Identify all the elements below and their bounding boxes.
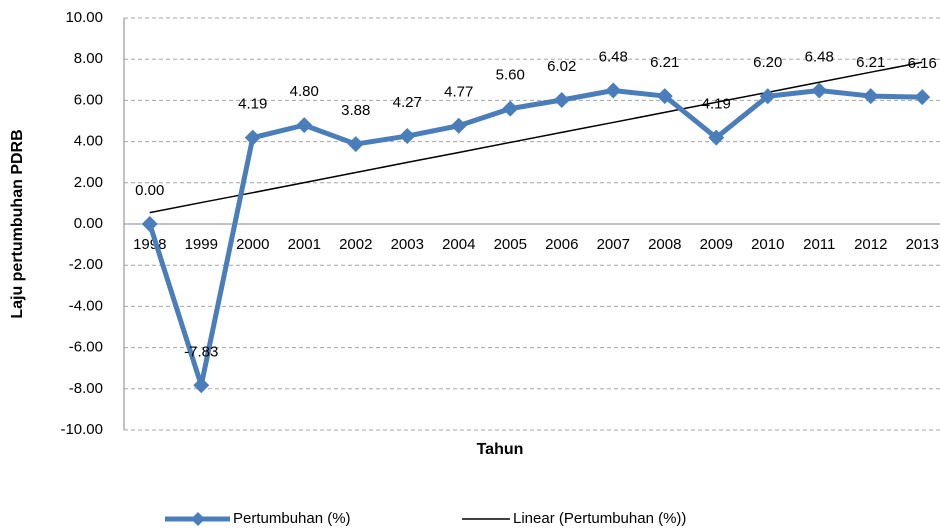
marker	[244, 129, 261, 146]
marker	[450, 117, 467, 134]
y-tick-label: 8.00	[74, 50, 103, 67]
legend-label: Linear (Pertumbuhan (%))	[513, 510, 686, 527]
marker	[914, 89, 931, 106]
marker	[296, 117, 313, 134]
series-line	[147, 88, 923, 388]
x-axis-title: Tahun	[477, 441, 524, 458]
data-label: 6.21	[856, 54, 885, 71]
data-label: -7.83	[184, 343, 218, 360]
y-tick-label: -6.00	[69, 339, 103, 356]
y-tick-label: -4.00	[69, 297, 103, 314]
x-tick-label: 2009	[700, 236, 733, 253]
data-label: 5.60	[496, 67, 525, 84]
data-label: 4.19	[238, 96, 267, 113]
y-tick-label: -2.00	[69, 256, 103, 273]
marker	[347, 136, 364, 153]
legend-marker	[191, 512, 205, 526]
marker	[502, 100, 519, 117]
data-label: 6.16	[908, 55, 937, 72]
y-tick-label: -8.00	[69, 380, 103, 397]
y-tick-label: -10.00	[60, 421, 103, 438]
marker	[656, 88, 673, 105]
data-label: 4.80	[290, 83, 319, 100]
data-label: 4.77	[444, 84, 473, 101]
marker	[553, 91, 570, 108]
x-tick-label: 2006	[545, 236, 578, 253]
y-tick-label: 2.00	[74, 174, 103, 191]
data-label: 6.20	[753, 54, 782, 71]
x-tick-label: 2011	[803, 236, 835, 253]
x-tick-label: 2005	[494, 236, 527, 253]
data-label: 6.02	[547, 58, 576, 75]
x-tick-label: 2004	[442, 236, 475, 253]
y-tick-label: 6.00	[74, 91, 103, 108]
data-label: 4.19	[702, 96, 731, 113]
data-label: 6.21	[650, 54, 679, 71]
marker	[811, 82, 828, 99]
x-tick-label: 2010	[751, 236, 784, 253]
y-tick-label: 0.00	[74, 215, 103, 232]
marker	[193, 377, 210, 394]
y-axis-title: Laju pertumbuhan PDRB	[9, 129, 26, 318]
marker	[759, 88, 776, 105]
x-tick-label: 2013	[906, 236, 939, 253]
x-tick-label: 2003	[391, 236, 424, 253]
data-label: 6.48	[599, 48, 628, 65]
data-label: 4.27	[393, 94, 422, 111]
data-label: 3.88	[341, 102, 370, 119]
data-label: 0.00	[135, 182, 164, 199]
marker	[605, 82, 622, 99]
marker	[862, 88, 879, 105]
y-tick-label: 4.00	[74, 133, 103, 150]
x-tick-label: 2008	[648, 236, 681, 253]
x-tick-label: 2007	[597, 236, 630, 253]
marker	[141, 216, 158, 232]
trend-line	[149, 61, 923, 214]
x-tick-label: 2001	[288, 236, 321, 253]
x-tick-label: 1999	[185, 236, 218, 253]
x-tick-label: 2012	[854, 236, 887, 253]
legend-label: Pertumbuhan (%)	[233, 510, 351, 527]
data-label: 6.48	[805, 48, 834, 65]
x-tick-label: 2000	[236, 236, 269, 253]
x-tick-label: 1998	[133, 236, 166, 253]
marker	[708, 129, 725, 146]
marker	[399, 128, 416, 145]
y-tick-label: 10.00	[65, 9, 103, 26]
x-tick-label: 2002	[339, 236, 372, 253]
